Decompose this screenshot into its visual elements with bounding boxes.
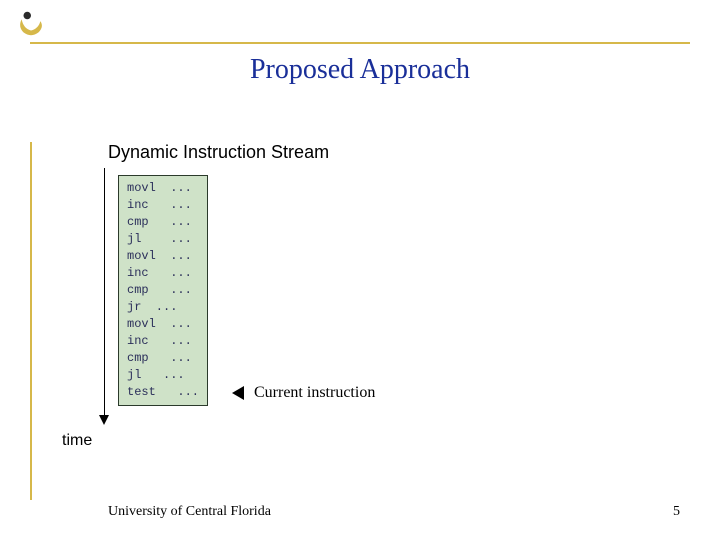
- time-axis-arrowhead: [99, 415, 109, 425]
- instruction-stream-box: movl ... inc ... cmp ... jl ... movl ...…: [118, 175, 208, 406]
- time-axis-label: time: [62, 432, 92, 450]
- section-heading: Dynamic Instruction Stream: [108, 142, 329, 163]
- footer-page-number: 5: [673, 504, 680, 520]
- footer-affiliation: University of Central Florida: [108, 504, 271, 520]
- slide-title: Proposed Approach: [0, 54, 720, 86]
- top-rule: [30, 42, 690, 44]
- left-rail: [30, 142, 32, 500]
- logo: [16, 8, 46, 38]
- time-axis-line: [104, 168, 105, 418]
- current-instruction-pointer-icon: [232, 386, 244, 400]
- logo-body: [20, 19, 42, 35]
- current-instruction-label: Current instruction: [254, 384, 375, 402]
- logo-head: [24, 12, 32, 20]
